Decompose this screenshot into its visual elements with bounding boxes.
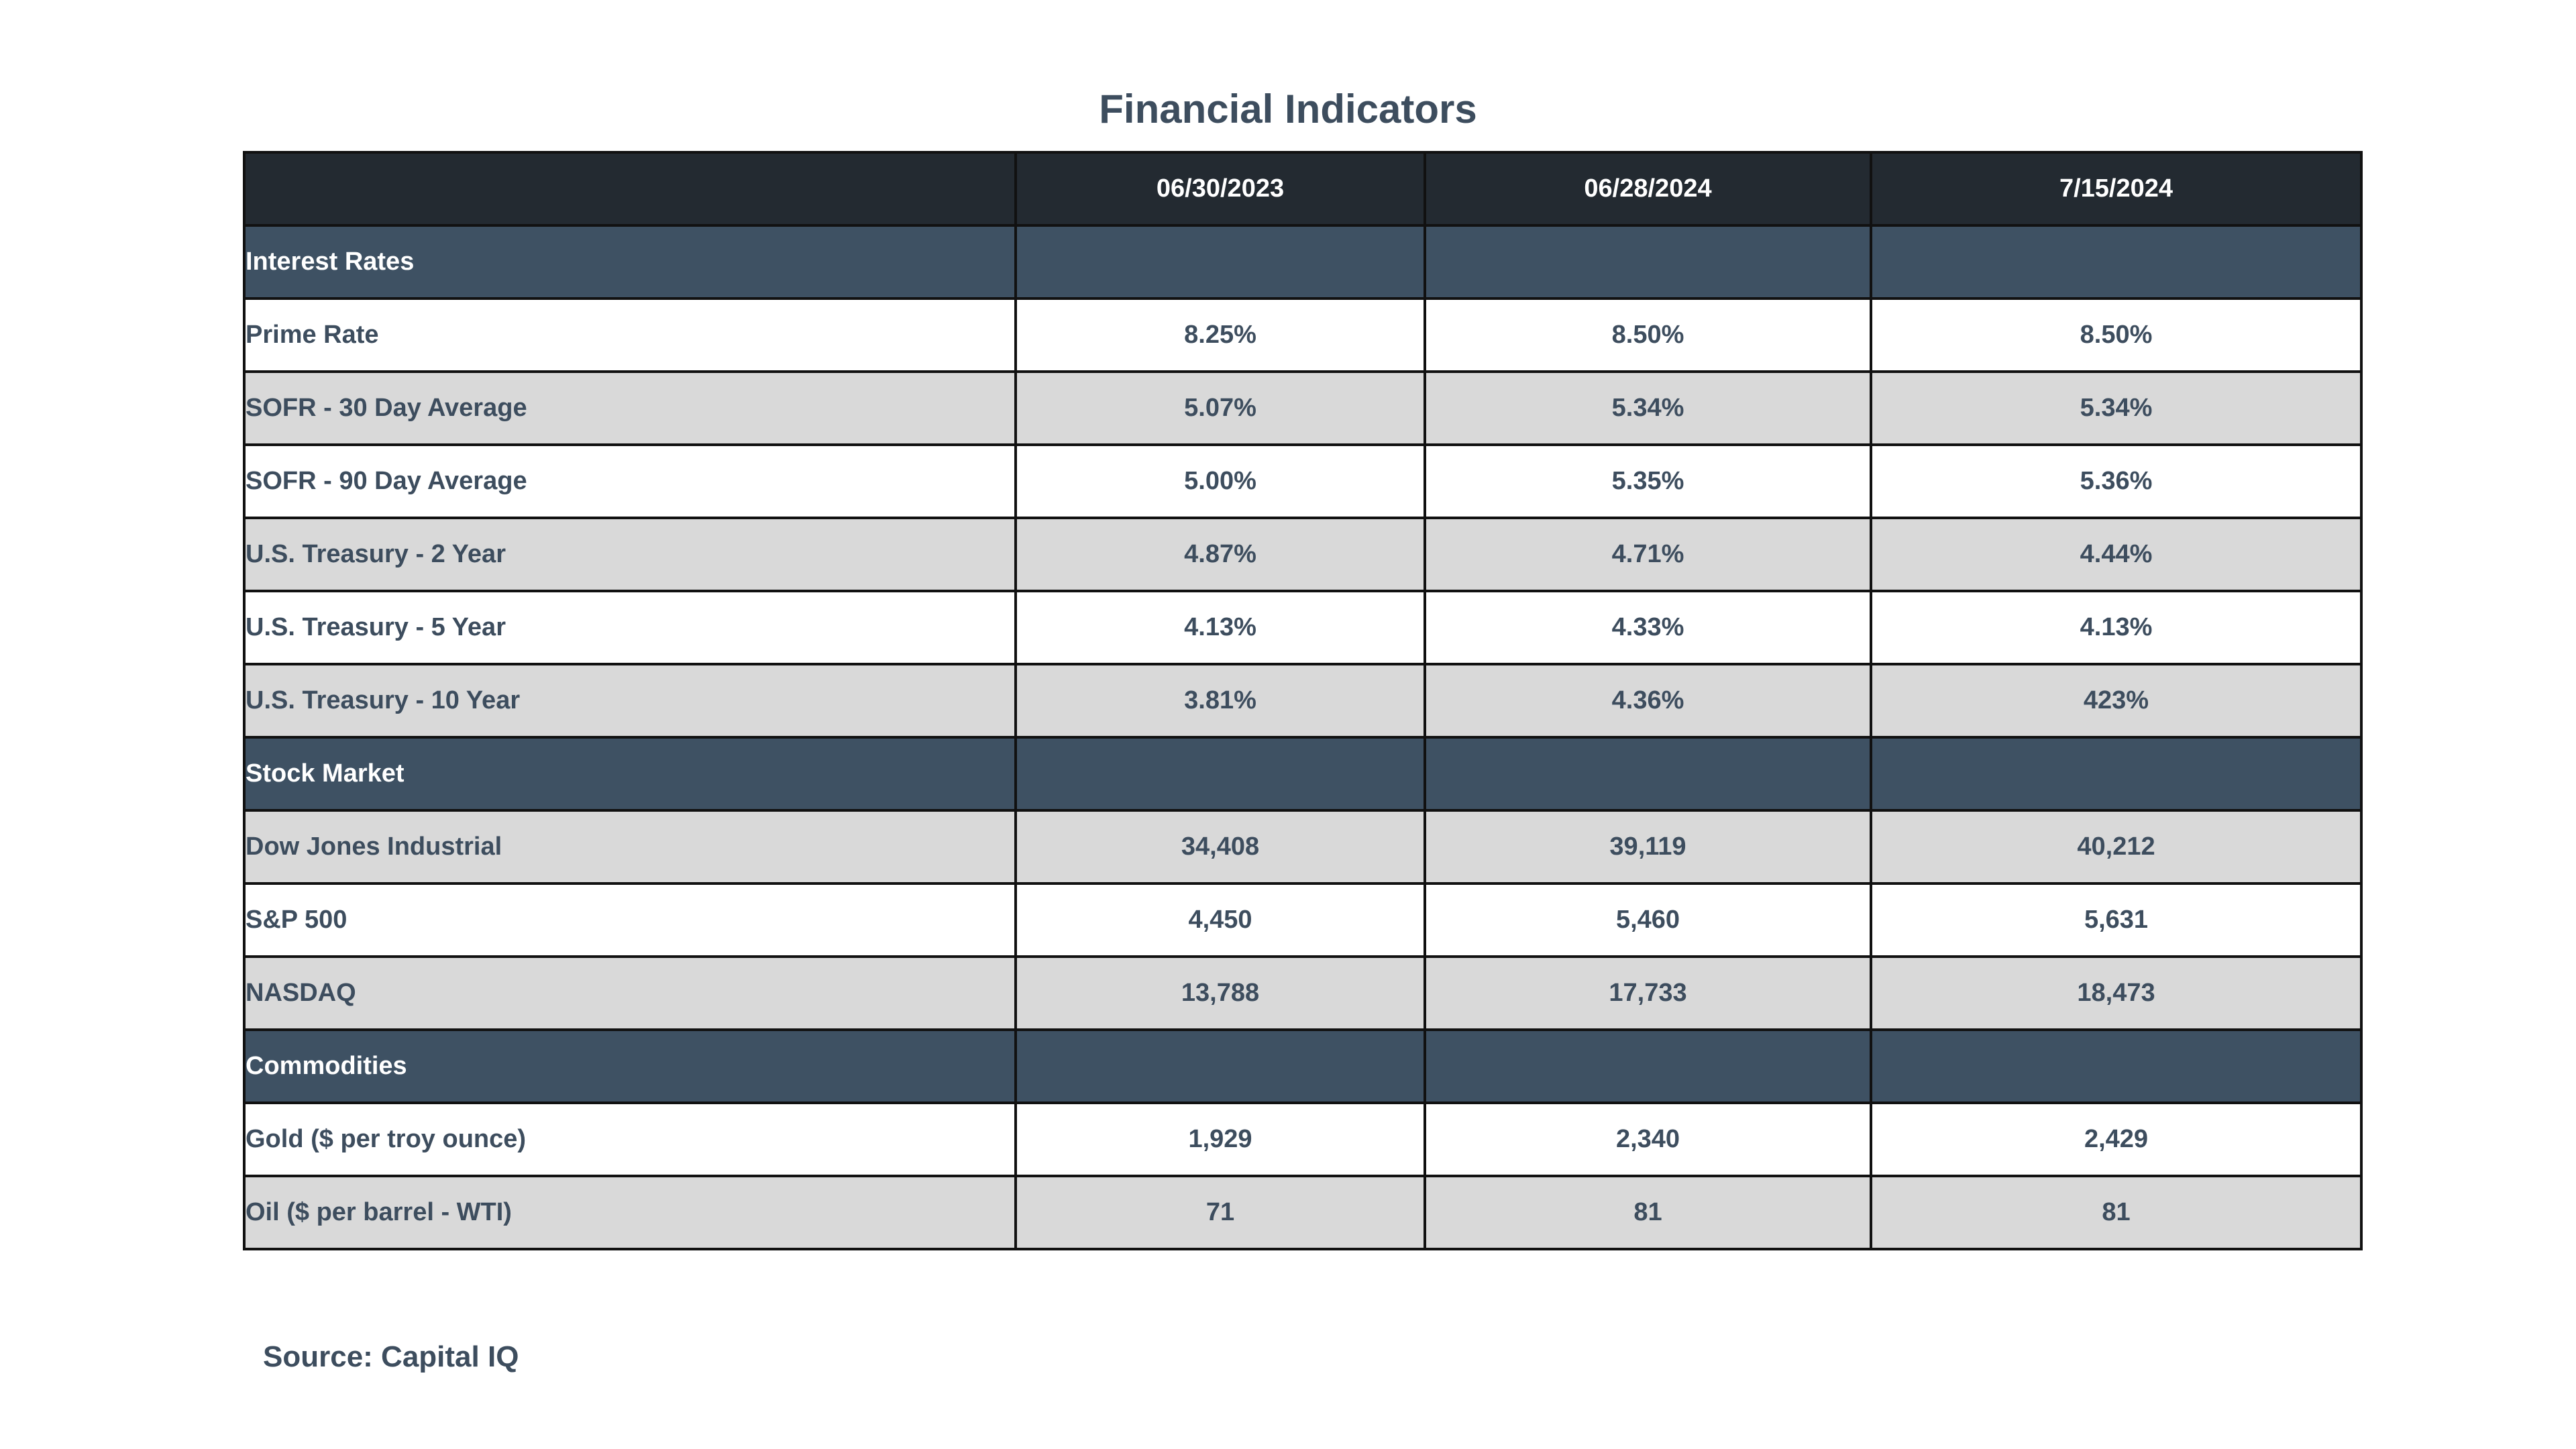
row-value: 2,340 [1424,1102,1872,1177]
row-value: 4.33% [1424,590,1872,665]
row-value: 71 [1014,1175,1426,1250]
section-empty-cell [1014,224,1426,300]
row-value: 3.81% [1014,663,1426,739]
row-label: Prime Rate [243,297,1017,373]
table-row: U.S. Treasury - 5 Year 4.13% 4.33% 4.13% [243,590,2363,665]
row-label: U.S. Treasury - 10 Year [243,663,1017,739]
row-value: 18,473 [1870,955,2363,1031]
row-value: 5,631 [1870,882,2363,958]
table-row: U.S. Treasury - 10 Year 3.81% 4.36% 423% [243,663,2363,739]
row-value: 81 [1424,1175,1872,1250]
header-cell-date-2: 06/28/2024 [1424,151,1872,227]
row-value: 5.35% [1424,443,1872,519]
row-value: 2,429 [1870,1102,2363,1177]
row-value: 5.34% [1870,370,2363,446]
row-value: 4,450 [1014,882,1426,958]
row-value: 5.34% [1424,370,1872,446]
header-cell-date-3: 7/15/2024 [1870,151,2363,227]
row-value: 17,733 [1424,955,1872,1031]
section-row-commodities: Commodities [243,1028,2363,1104]
table-row: NASDAQ 13,788 17,733 18,473 [243,955,2363,1031]
section-row-stock-market: Stock Market [243,736,2363,812]
source-note: Source: Capital IQ [263,1340,519,1373]
section-label: Commodities [243,1028,1017,1104]
table-row: S&P 500 4,450 5,460 5,631 [243,882,2363,958]
financial-indicators-table: 06/30/2023 06/28/2024 7/15/2024 Interest… [243,151,2363,1250]
header-cell-date-1: 06/30/2023 [1014,151,1426,227]
row-value: 81 [1870,1175,2363,1250]
row-value: 39,119 [1424,809,1872,885]
row-value: 423% [1870,663,2363,739]
section-empty-cell [1870,224,2363,300]
row-value: 4.87% [1014,517,1426,592]
table-row: Gold ($ per troy ounce) 1,929 2,340 2,42… [243,1102,2363,1177]
row-value: 13,788 [1014,955,1426,1031]
section-empty-cell [1014,736,1426,812]
row-label: NASDAQ [243,955,1017,1031]
row-value: 5,460 [1424,882,1872,958]
page-title: Financial Indicators [1099,87,1477,131]
row-value: 8.50% [1870,297,2363,373]
row-value: 5.36% [1870,443,2363,519]
row-value: 5.00% [1014,443,1426,519]
table-row: Oil ($ per barrel - WTI) 71 81 81 [243,1175,2363,1250]
row-value: 40,212 [1870,809,2363,885]
table-row: Prime Rate 8.25% 8.50% 8.50% [243,297,2363,373]
row-label: U.S. Treasury - 2 Year [243,517,1017,592]
row-value: 34,408 [1014,809,1426,885]
table-row: SOFR - 30 Day Average 5.07% 5.34% 5.34% [243,370,2363,446]
row-label: Oil ($ per barrel - WTI) [243,1175,1017,1250]
section-empty-cell [1424,1028,1872,1104]
table-row: SOFR - 90 Day Average 5.00% 5.35% 5.36% [243,443,2363,519]
row-value: 4.71% [1424,517,1872,592]
row-value: 8.25% [1014,297,1426,373]
row-label: Gold ($ per troy ounce) [243,1102,1017,1177]
table-row: Dow Jones Industrial 34,408 39,119 40,21… [243,809,2363,885]
table-header-row: 06/30/2023 06/28/2024 7/15/2024 [243,151,2363,227]
section-empty-cell [1870,736,2363,812]
section-label: Stock Market [243,736,1017,812]
section-empty-cell [1424,224,1872,300]
section-row-interest-rates: Interest Rates [243,224,2363,300]
section-empty-cell [1870,1028,2363,1104]
section-empty-cell [1424,736,1872,812]
header-cell-label [243,151,1017,227]
row-label: SOFR - 90 Day Average [243,443,1017,519]
row-value: 8.50% [1424,297,1872,373]
row-label: U.S. Treasury - 5 Year [243,590,1017,665]
row-value: 5.07% [1014,370,1426,446]
row-label: S&P 500 [243,882,1017,958]
row-value: 4.36% [1424,663,1872,739]
row-label: Dow Jones Industrial [243,809,1017,885]
section-label: Interest Rates [243,224,1017,300]
row-value: 4.13% [1870,590,2363,665]
row-value: 4.44% [1870,517,2363,592]
section-empty-cell [1014,1028,1426,1104]
row-value: 1,929 [1014,1102,1426,1177]
row-label: SOFR - 30 Day Average [243,370,1017,446]
table-row: U.S. Treasury - 2 Year 4.87% 4.71% 4.44% [243,517,2363,592]
row-value: 4.13% [1014,590,1426,665]
